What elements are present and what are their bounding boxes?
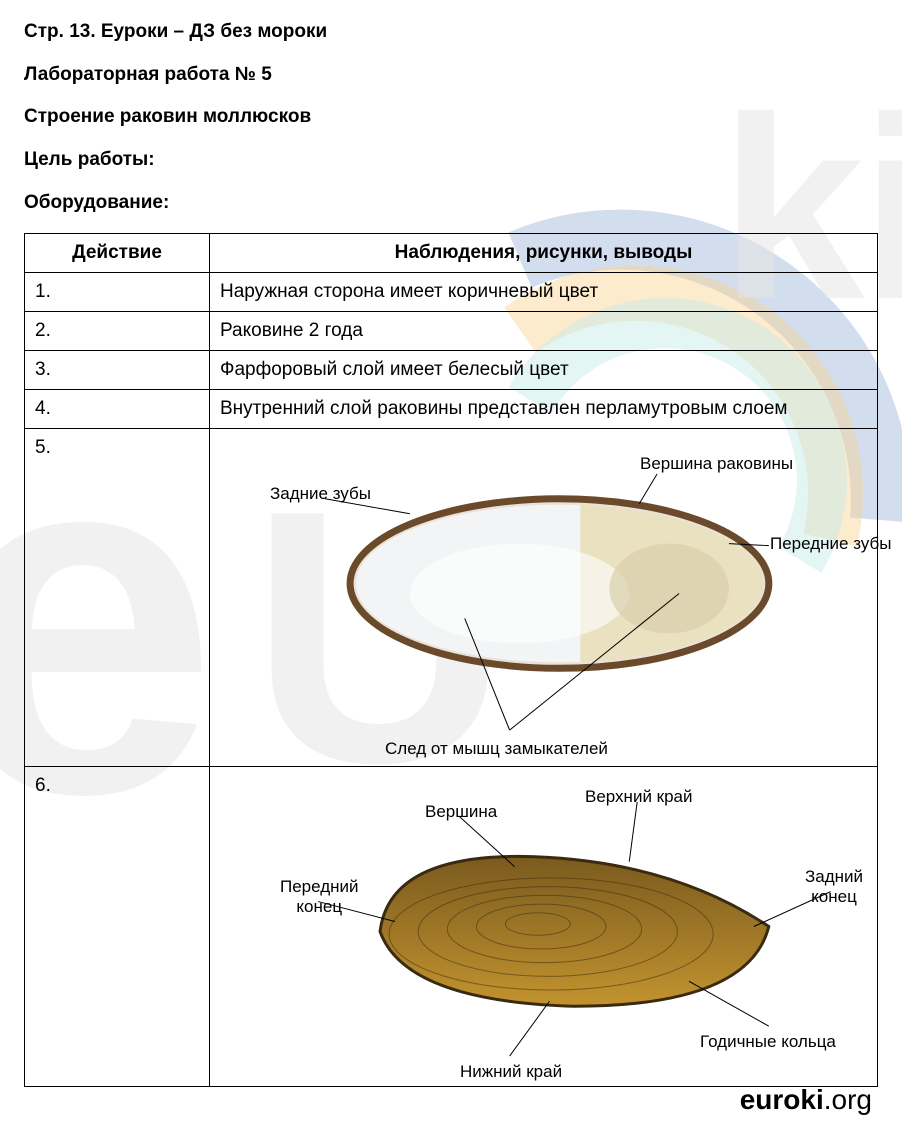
row-text: Наружная сторона имеет коричневый цвет: [210, 273, 878, 312]
diagram-label-front_end: Переднийконец: [280, 877, 359, 916]
table-row: 6. Вершина Верхний край Переднийконец Задни…: [25, 767, 878, 1087]
row-number: 6.: [25, 767, 210, 1087]
row-number: 5.: [25, 429, 210, 767]
row-text: Раковине 2 года: [210, 312, 878, 351]
diagram-label-back_teeth: Задние зубы: [270, 484, 371, 504]
diagram-label-apex2: Вершина: [425, 802, 497, 822]
row-number: 2.: [25, 312, 210, 351]
row-number: 1.: [25, 273, 210, 312]
page-reference: Стр. 13. Еуроки – ДЗ без мороки: [24, 20, 878, 45]
equipment-label: Оборудование:: [24, 191, 878, 216]
row-text: Фарфоровый слой имеет белесый цвет: [210, 351, 878, 390]
lab-subject: Строение раковин моллюсков: [24, 105, 878, 130]
goal-label: Цель работы:: [24, 148, 878, 173]
lab-title: Лабораторная работа № 5: [24, 63, 878, 88]
diagram-label-rings: Годичные кольца: [700, 1032, 836, 1052]
document-content: Стр. 13. Еуроки – ДЗ без мороки Лаборато…: [0, 0, 902, 1105]
logo-suffix: .org: [824, 1084, 872, 1115]
diagram-shell-outer: Вершина Верхний край Переднийконец Заднийко…: [210, 767, 878, 1087]
diagram-label-top_edge: Верхний край: [585, 787, 693, 807]
diagram-label-bottom_edge: Нижний край: [460, 1062, 562, 1082]
row-number: 4.: [25, 390, 210, 429]
diagram-label-muscle: След от мышц замыкателей: [385, 739, 608, 759]
diagram-shell-inner: Вершина раковиныЗадние зубыПередние зубы…: [210, 429, 878, 767]
col-header-observation: Наблюдения, рисунки, выводы: [210, 234, 878, 273]
table-row: 1. Наружная сторона имеет коричневый цве…: [25, 273, 878, 312]
row-text: Внутренний слой раковины представлен пер…: [210, 390, 878, 429]
footer-logo: euroki.org: [740, 1084, 872, 1116]
col-header-action: Действие: [25, 234, 210, 273]
diagram-label-front_teeth: Передние зубы: [770, 534, 891, 554]
table-row: 3. Фарфоровый слой имеет белесый цвет: [25, 351, 878, 390]
table-row: 5. Вершина раковиныЗадние зубыПередние з…: [25, 429, 878, 767]
table-row: 2. Раковине 2 года: [25, 312, 878, 351]
lab-table: Действие Наблюдения, рисунки, выводы 1. …: [24, 233, 878, 1087]
row-number: 3.: [25, 351, 210, 390]
table-row: 4. Внутренний слой раковины представлен …: [25, 390, 878, 429]
diagram-label-back_end: Заднийконец: [805, 867, 863, 906]
logo-main: euroki: [740, 1084, 824, 1115]
diagram-label-apex: Вершина раковины: [640, 454, 793, 474]
